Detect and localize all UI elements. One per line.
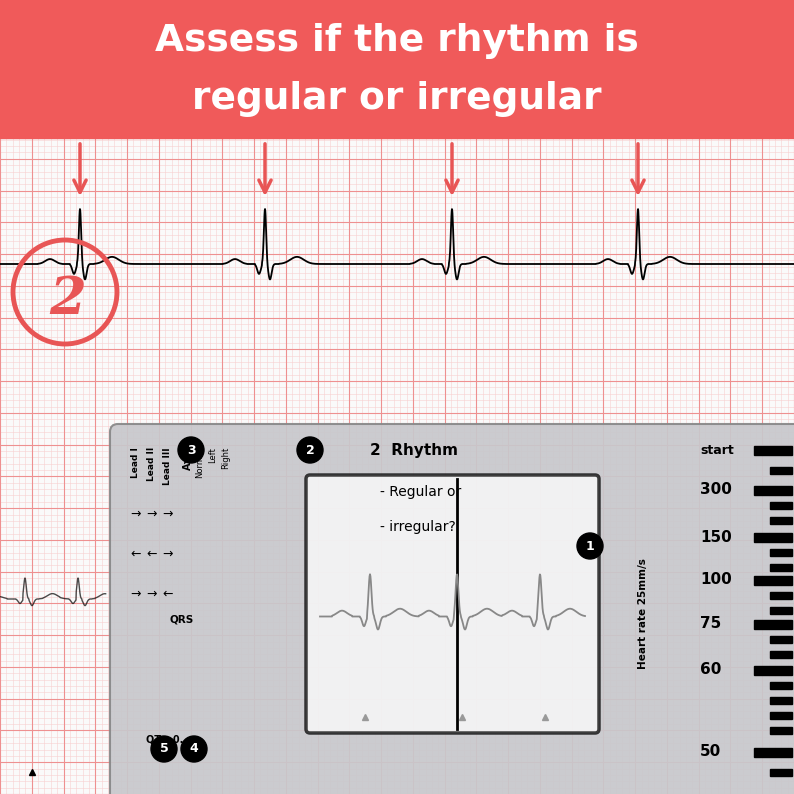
Text: 150: 150 [700, 530, 732, 545]
Bar [770, 635, 792, 642]
Text: Left: Left [209, 447, 218, 463]
Text: 2: 2 [49, 275, 87, 326]
Circle shape [577, 533, 603, 559]
Bar [770, 467, 792, 473]
Bar [770, 549, 792, 556]
Text: Heart rate 25mm/s: Heart rate 25mm/s [638, 558, 648, 669]
Text: 300: 300 [700, 483, 732, 498]
Text: - irregular?: - irregular? [380, 520, 456, 534]
Text: Lead III: Lead III [164, 447, 172, 484]
Text: 4: 4 [190, 742, 198, 756]
Bar [770, 517, 792, 523]
Text: →: → [147, 507, 157, 521]
Text: regular or irregular: regular or irregular [192, 81, 602, 118]
Text: ←: ← [163, 588, 173, 600]
Text: Lead II: Lead II [148, 447, 156, 481]
Circle shape [178, 437, 204, 463]
Bar [770, 650, 792, 657]
Text: 75: 75 [700, 616, 721, 631]
Bar [770, 564, 792, 571]
Text: Normal: Normal [195, 447, 205, 477]
Bar [754, 445, 792, 454]
Text: 2: 2 [306, 444, 314, 457]
Bar [754, 747, 792, 757]
Text: →: → [131, 588, 141, 600]
Text: ←: ← [131, 548, 141, 561]
Text: QRS: QRS [170, 614, 194, 624]
Bar [754, 619, 792, 629]
Bar [770, 502, 792, 508]
Text: →: → [163, 507, 173, 521]
Bar [770, 681, 792, 688]
Text: 50: 50 [700, 745, 721, 760]
Circle shape [297, 437, 323, 463]
Bar [0, 0, 794, 138]
Bar [770, 696, 792, 703]
Text: →: → [131, 507, 141, 521]
FancyBboxPatch shape [110, 424, 794, 794]
Text: 60: 60 [700, 662, 722, 677]
Text: QTc: 0.: QTc: 0. [146, 734, 183, 744]
Text: 5: 5 [160, 742, 168, 756]
Text: →: → [147, 588, 157, 600]
Text: 2  Rhythm: 2 Rhythm [370, 442, 458, 457]
Text: 100: 100 [700, 572, 732, 588]
Bar [754, 576, 792, 584]
Text: →: → [163, 548, 173, 561]
Text: Assess if the rhythm is: Assess if the rhythm is [155, 23, 639, 60]
Text: Lead I: Lead I [132, 447, 141, 478]
Bar [754, 665, 792, 674]
Bar [754, 485, 792, 495]
Text: ←: ← [147, 548, 157, 561]
Text: - Regular or: - Regular or [380, 485, 461, 499]
Text: start: start [700, 444, 734, 457]
Bar [754, 533, 792, 542]
FancyBboxPatch shape [306, 475, 599, 733]
Text: 3: 3 [187, 444, 195, 457]
Bar [770, 592, 792, 599]
Bar [770, 607, 792, 614]
Text: Right: Right [222, 447, 230, 469]
Text: 1: 1 [586, 539, 595, 553]
Bar [770, 769, 792, 776]
Bar [770, 727, 792, 734]
Text: Axis: Axis [183, 447, 193, 470]
Bar [770, 711, 792, 719]
Circle shape [151, 736, 177, 762]
Circle shape [181, 736, 207, 762]
